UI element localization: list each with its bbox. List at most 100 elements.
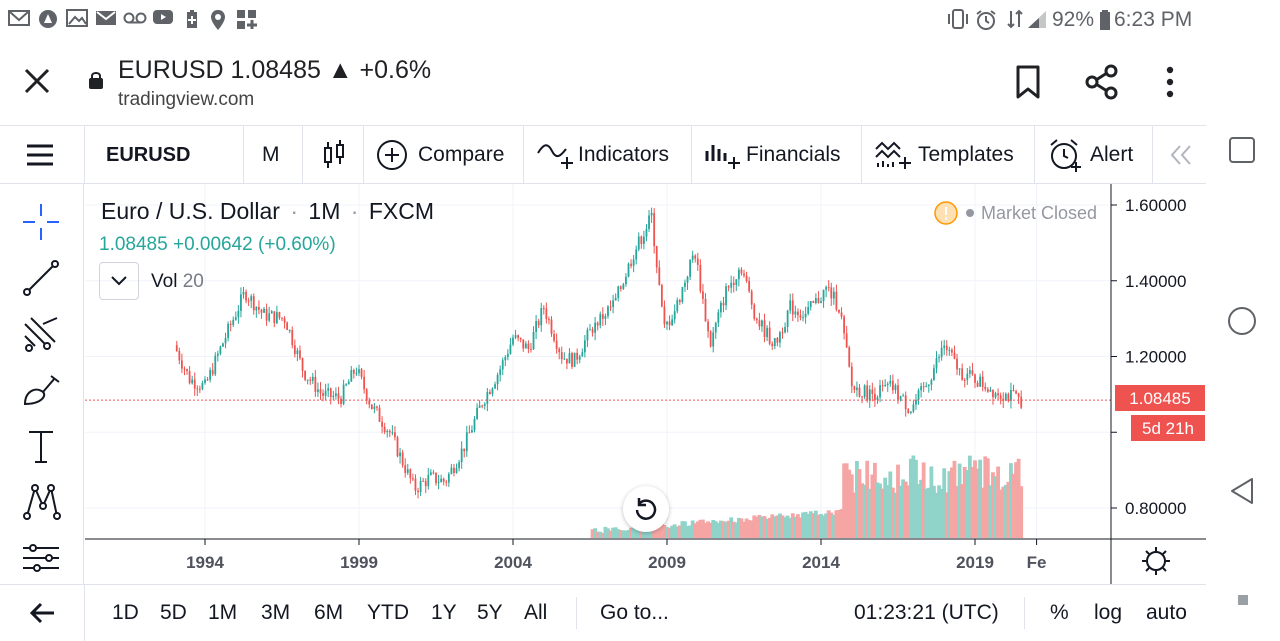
range-3m[interactable]: 3M bbox=[261, 601, 291, 624]
share-button[interactable] bbox=[1084, 64, 1120, 100]
percent-scale-toggle[interactable]: % bbox=[1050, 601, 1069, 624]
candle bbox=[879, 379, 881, 403]
volume-bar bbox=[898, 485, 903, 538]
utc-clock[interactable]: 01:23:21 (UTC) bbox=[854, 601, 999, 624]
more-options-button[interactable] bbox=[1156, 64, 1184, 100]
chart-area[interactable]: 1.60000 1.40000 1.20000 0.80000 1994 1999 200… bbox=[85, 184, 1206, 584]
mail-icon bbox=[95, 9, 117, 29]
countdown-label: 5d 21h bbox=[1131, 415, 1205, 441]
candle bbox=[494, 381, 496, 390]
recents-button[interactable] bbox=[1228, 136, 1256, 164]
candle bbox=[814, 293, 817, 305]
candle bbox=[840, 307, 843, 320]
bottom-toolbar: 1D 5D 1M 3M 6M YTD 1Y 5Y All Go to... 01… bbox=[0, 584, 1206, 641]
range-all[interactable]: All bbox=[524, 601, 548, 624]
back-nav-button[interactable] bbox=[1228, 476, 1256, 506]
page-url[interactable]: tradingview.com bbox=[118, 89, 255, 110]
range-1d[interactable]: 1D bbox=[112, 601, 139, 624]
reset-chart-button[interactable] bbox=[623, 486, 669, 532]
close-tab-button[interactable] bbox=[18, 62, 58, 102]
log-scale-toggle[interactable]: log bbox=[1094, 601, 1123, 624]
candle bbox=[856, 381, 858, 397]
symbol-search-button[interactable]: EURUSD bbox=[106, 143, 191, 166]
go-to-date-button[interactable]: Go to... bbox=[600, 601, 669, 624]
back-button[interactable] bbox=[18, 585, 66, 641]
candle bbox=[417, 487, 419, 499]
candle bbox=[355, 367, 358, 376]
candle bbox=[845, 326, 848, 348]
crosshair-tool[interactable] bbox=[18, 200, 64, 244]
volume-bar bbox=[901, 479, 906, 538]
market-status-text: Market Closed bbox=[981, 202, 1098, 223]
candle bbox=[563, 352, 566, 360]
candle bbox=[252, 293, 255, 315]
volume-bar bbox=[606, 528, 610, 538]
candle bbox=[555, 333, 558, 354]
candle bbox=[648, 210, 650, 233]
volume-bar bbox=[652, 523, 657, 538]
candle bbox=[460, 441, 463, 469]
compare-button[interactable]: Compare bbox=[376, 126, 504, 184]
financials-label: Financials bbox=[746, 143, 841, 166]
candle bbox=[889, 374, 892, 387]
range-6m[interactable]: 6M bbox=[314, 601, 344, 624]
volume-bar bbox=[893, 492, 898, 538]
candle bbox=[853, 385, 856, 394]
candle bbox=[640, 235, 643, 249]
current-price-label: 1.08485 bbox=[1129, 389, 1190, 408]
candle bbox=[247, 297, 250, 307]
range-5y[interactable]: 5Y bbox=[477, 601, 503, 624]
measure-tool[interactable] bbox=[18, 536, 64, 580]
chart-style-button[interactable] bbox=[322, 126, 346, 184]
volume-bar bbox=[960, 484, 965, 538]
range-1y[interactable]: 1Y bbox=[431, 601, 457, 624]
candle bbox=[193, 372, 196, 396]
candle bbox=[329, 387, 332, 405]
legend-collapse-button[interactable] bbox=[99, 262, 139, 300]
alert-label: Alert bbox=[1090, 143, 1134, 166]
volume-bar bbox=[629, 527, 633, 538]
candle bbox=[468, 425, 471, 434]
price-chart[interactable]: 1.60000 1.40000 1.20000 0.80000 1994 1999 200… bbox=[85, 184, 1206, 584]
candle bbox=[607, 304, 609, 319]
indicators-button[interactable]: Indicators bbox=[536, 126, 669, 184]
pitchfork-tool[interactable] bbox=[18, 312, 64, 356]
candle bbox=[951, 347, 953, 356]
financials-button[interactable]: Financials bbox=[704, 126, 841, 184]
auto-scale-toggle[interactable]: auto bbox=[1146, 601, 1187, 624]
range-5d[interactable]: 5D bbox=[160, 601, 187, 624]
brush-tool[interactable] bbox=[18, 368, 64, 412]
home-button[interactable] bbox=[1227, 306, 1257, 336]
candle bbox=[761, 319, 763, 332]
text-tool[interactable] bbox=[18, 424, 64, 468]
candle bbox=[884, 379, 887, 387]
candle bbox=[968, 366, 971, 378]
alert-button[interactable]: Alert bbox=[1048, 126, 1133, 184]
market-status[interactable]: Market Closed bbox=[933, 200, 1097, 226]
bookmark-button[interactable] bbox=[1012, 64, 1044, 100]
volume-study-label[interactable]: Vol 20 bbox=[151, 271, 204, 293]
candle bbox=[519, 337, 522, 343]
volume-bar bbox=[734, 522, 739, 538]
candle bbox=[725, 283, 727, 310]
range-1m[interactable]: 1M bbox=[208, 601, 238, 624]
interval-button[interactable]: M bbox=[262, 143, 280, 166]
candle bbox=[576, 348, 579, 365]
templates-button[interactable]: Templates bbox=[874, 126, 1014, 184]
volume-bar bbox=[1011, 473, 1016, 538]
trend-line-tool[interactable] bbox=[18, 256, 64, 300]
candle bbox=[499, 365, 502, 382]
range-ytd[interactable]: YTD bbox=[367, 601, 409, 624]
candle bbox=[622, 282, 625, 291]
settings-button[interactable] bbox=[1142, 547, 1170, 575]
pattern-tool[interactable] bbox=[18, 480, 64, 524]
candle bbox=[735, 279, 738, 292]
indicators-label: Indicators bbox=[578, 143, 670, 166]
candle bbox=[324, 383, 327, 400]
menu-button[interactable] bbox=[20, 126, 60, 184]
collapse-toolbar-button[interactable] bbox=[1168, 126, 1196, 184]
volume-bar bbox=[716, 522, 721, 538]
volume-bar bbox=[770, 514, 775, 538]
candle bbox=[432, 469, 435, 475]
candle bbox=[491, 387, 494, 397]
